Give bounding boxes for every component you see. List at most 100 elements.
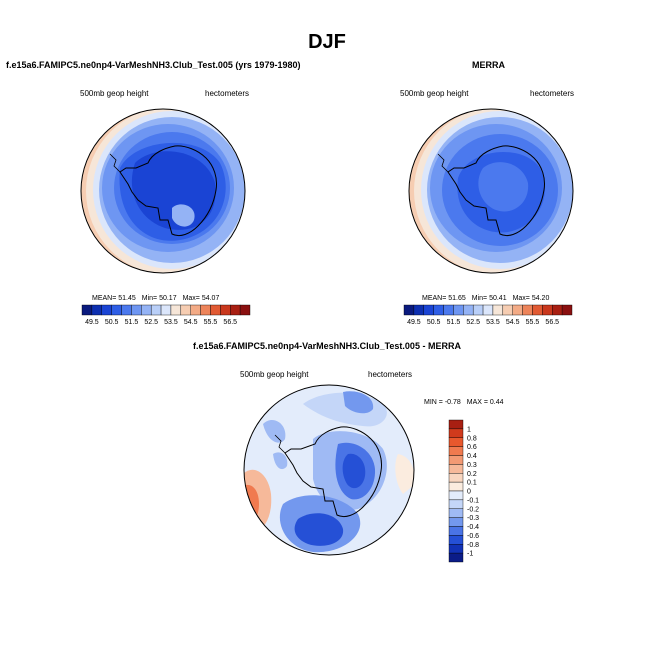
model-colorbar-swatch — [230, 304, 241, 316]
obs-colorbar-swatch — [561, 304, 573, 316]
diff-colorbar-tick-label: 0.2 — [467, 471, 477, 478]
obs-stats: MEAN= 51.65 Min= 50.41 Max= 54.20 — [422, 295, 549, 302]
obs-colorbar-swatch — [552, 304, 563, 316]
model-colorbar-tick-label: 53.5 — [164, 319, 178, 326]
diff-min-value: -0.78 — [444, 399, 461, 406]
model-mean-label: MEAN= — [92, 295, 117, 302]
model-colorbar-tick-label: 56.5 — [223, 319, 237, 326]
model-min-value: 50.17 — [159, 295, 177, 302]
map-zone — [478, 162, 529, 212]
obs-colorbar-tick-label: 50.5 — [427, 319, 441, 326]
obs-colorbar-swatch — [512, 304, 523, 316]
diff-colorbar-swatch — [448, 437, 464, 447]
model-mean-value: 51.45 — [118, 295, 136, 302]
diff-colorbar-swatch — [448, 535, 464, 545]
model-colorbar-swatch — [180, 304, 191, 316]
obs-colorbar-swatch — [453, 304, 464, 316]
diff-min-label: MIN = — [424, 399, 443, 406]
obs-min-label: Min= — [471, 295, 488, 302]
antarctica-coastline — [447, 145, 545, 237]
obs-colorbar-swatch — [542, 304, 553, 316]
obs-colorbar-tick-label: 55.5 — [526, 319, 540, 326]
model-colorbar-swatch — [220, 304, 231, 316]
model-colorbar-swatch — [190, 304, 201, 316]
model-max-label: Max= — [182, 295, 200, 302]
obs-colorbar-swatch — [433, 304, 444, 316]
obs-mean-label: MEAN= — [422, 295, 447, 302]
model-units-label: hectometers — [205, 89, 250, 98]
model-colorbar-swatch — [141, 304, 152, 316]
model-colorbar-swatch — [111, 304, 122, 316]
diff-colorbar-swatch — [448, 544, 464, 554]
diff-colorbar-swatch — [448, 526, 464, 536]
diff-max-label: MAX = — [466, 399, 488, 406]
obs-colorbar-swatch — [502, 304, 513, 316]
diff-colorbar-swatch — [448, 517, 464, 527]
diff-colorbar-tick-label: 0.1 — [467, 480, 477, 487]
obs-colorbar-tick-label: 53.5 — [486, 319, 500, 326]
obs-colorbar-tick-label: 54.5 — [506, 319, 520, 326]
obs-colorbar-tick-label: 51.5 — [447, 319, 461, 326]
model-colorbar-swatch — [160, 304, 172, 316]
model-colorbar-swatch — [239, 304, 251, 316]
map-zone — [395, 454, 414, 494]
model-colorbar-tick-label: 54.5 — [184, 319, 198, 326]
diff-colorbar-swatch — [448, 490, 464, 501]
obs-colorbar-swatch — [522, 304, 533, 316]
model-stats: MEAN= 51.45 Min= 50.17 Max= 54.07 — [92, 295, 219, 302]
model-colorbar-swatch — [210, 304, 221, 316]
diff-colorbar-tick-label: -0.4 — [467, 524, 479, 531]
diff-units-label: hectometers — [368, 370, 413, 379]
obs-panel-title: MERRA — [472, 60, 505, 70]
diff-colorbar-swatch — [448, 499, 464, 509]
diff-colorbar-tick-label: 0.4 — [467, 453, 477, 460]
diff-colorbar-tick-label: -1 — [467, 551, 473, 558]
diff-colorbar-tick-label: -0.8 — [467, 542, 479, 549]
obs-mean-value: 51.65 — [448, 295, 466, 302]
diff-colorbar-swatch — [448, 446, 464, 456]
obs-colorbar-swatch — [443, 304, 454, 316]
diff-variable-label: 500mb geop height — [240, 370, 309, 379]
model-max-value: 54.07 — [201, 295, 220, 302]
model-colorbar-tick-label: 52.5 — [144, 319, 158, 326]
map-zone — [273, 452, 288, 470]
model-map — [80, 108, 246, 274]
diff-colorbar-swatch — [448, 552, 464, 563]
obs-colorbar-swatch — [463, 304, 474, 316]
diff-stats: MIN = -0.78 MAX = 0.44 — [424, 399, 504, 406]
diff-colorbar-tick-label: 0 — [467, 489, 471, 496]
antarctica-coastline — [119, 145, 217, 237]
obs-colorbar-tick-label: 49.5 — [407, 319, 421, 326]
obs-max-value: 54.20 — [531, 295, 550, 302]
model-colorbar-swatch — [131, 304, 142, 316]
map-zone — [131, 151, 216, 230]
obs-min-value: 50.41 — [489, 295, 507, 302]
map-zone — [263, 419, 286, 443]
obs-colorbar-swatch — [532, 304, 543, 316]
diff-colorbar-swatch — [448, 428, 464, 438]
antarctica-coastline — [284, 426, 382, 518]
model-colorbar-swatch — [200, 304, 211, 316]
model-colorbar-swatch — [91, 304, 102, 316]
model-colorbar-tick-label: 51.5 — [125, 319, 139, 326]
diff-colorbar: 1 0.8 0.6 0.4 0.3 0.2 0.1 0-0.1 -0.2 -0.3 -0.4 -0.6… — [448, 419, 479, 563]
diff-map — [243, 384, 415, 556]
diff-colorbar-tick-label: -0.2 — [467, 506, 479, 513]
diff-max-value: 0.44 — [489, 399, 504, 406]
diff-colorbar-tick-label: -0.1 — [467, 497, 479, 504]
page-title: DJF — [308, 31, 346, 53]
obs-colorbar-swatch — [423, 304, 434, 316]
obs-colorbar-swatch — [403, 304, 415, 316]
obs-colorbar-swatch — [472, 304, 484, 316]
model-min-label: Min= — [141, 295, 158, 302]
model-variable-label: 500mb geop height — [80, 89, 149, 98]
diff-colorbar-tick-label: 0.6 — [467, 444, 477, 451]
obs-colorbar-swatch — [482, 304, 494, 316]
map-zone — [342, 453, 366, 489]
diff-colorbar-swatch — [448, 508, 464, 518]
model-colorbar-swatch — [81, 304, 93, 316]
diff-colorbar-swatch — [448, 464, 464, 474]
model-colorbar-tick-label: 49.5 — [85, 319, 99, 326]
diff-colorbar-swatch — [448, 473, 464, 483]
diff-panel-title: f.e15a6.FAMIPC5.ne0np4-VarMeshNH3.Club_T… — [193, 341, 461, 351]
